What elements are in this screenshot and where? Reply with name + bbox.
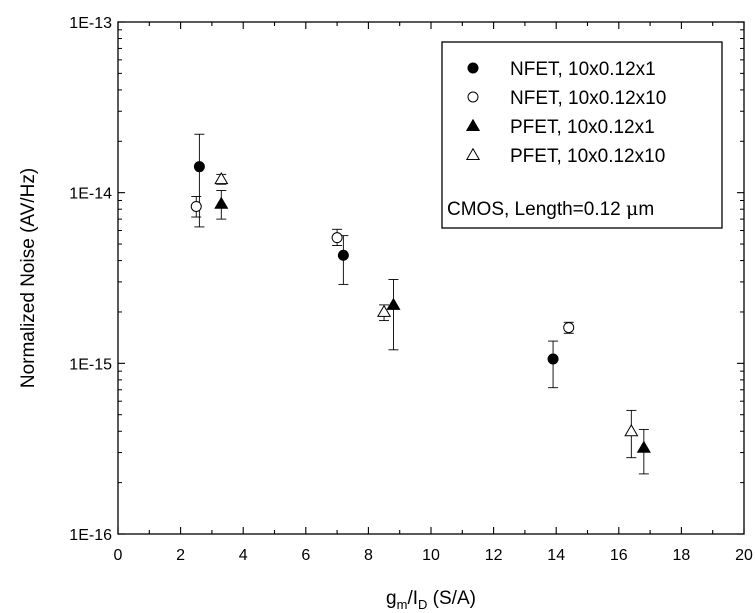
x-axis-title: gm/ID (S/A) [386, 588, 476, 612]
data-point [337, 249, 349, 261]
mu-symbol: μ [626, 198, 638, 220]
legend-marker [467, 62, 479, 74]
x-tick-label: 0 [114, 547, 123, 564]
x-axis-title-sub-m: m [397, 597, 408, 612]
data-point [190, 200, 202, 212]
legend-annotation: CMOS, Length=0.12 μm [447, 198, 654, 220]
data-point [386, 297, 401, 310]
data-point [563, 322, 575, 334]
data-point [214, 171, 229, 185]
legend-box [441, 41, 723, 229]
x-tick-label: 14 [547, 547, 565, 564]
legend-marker [465, 118, 481, 131]
x-tick-label: 2 [176, 547, 185, 564]
x-tick-label: 20 [735, 547, 753, 564]
y-tick-label: 1E-15 [69, 356, 112, 373]
legend-marker [467, 91, 479, 103]
y-tick-label: 1E-16 [69, 527, 112, 544]
x-tick-label: 16 [610, 547, 628, 564]
x-axis-title-sub-d: D [418, 597, 427, 612]
data-point [214, 196, 229, 209]
y-tick-label: 1E-14 [69, 186, 112, 203]
legend-label: NFET, 10x0.12x10 [510, 88, 666, 109]
legend-label: NFET, 10x0.12x1 [510, 59, 656, 80]
legend-marker [465, 147, 481, 160]
data-markers [190, 133, 651, 475]
x-tick-label: 4 [239, 547, 248, 564]
x-tick-label: 8 [364, 547, 373, 564]
data-point [331, 232, 343, 244]
legend-label: PFET, 10x0.12x1 [510, 117, 655, 138]
y-tick-label: 1E-13 [69, 15, 112, 32]
legend-label: PFET, 10x0.12x10 [510, 146, 665, 167]
data-point [547, 353, 559, 365]
data-point [376, 304, 392, 317]
x-tick-label: 18 [673, 547, 691, 564]
x-tick-label: 10 [422, 547, 440, 564]
x-tick-label: 6 [301, 547, 310, 564]
data-point [193, 161, 205, 173]
y-axis-title: Normalized Noise (AV/Hz) [18, 168, 39, 388]
axis-ticks: 0 2 4 6 8 10 12 14 16 18 20 1E-16 1E-15 1E-14 1E-13 [69, 15, 753, 564]
data-point [636, 440, 651, 453]
legend: NFET, 10x0.12x1 NFET, 10x0.12x10 PFET, 10x… [441, 41, 723, 229]
x-tick-label: 12 [485, 547, 503, 564]
data-point [624, 424, 639, 437]
